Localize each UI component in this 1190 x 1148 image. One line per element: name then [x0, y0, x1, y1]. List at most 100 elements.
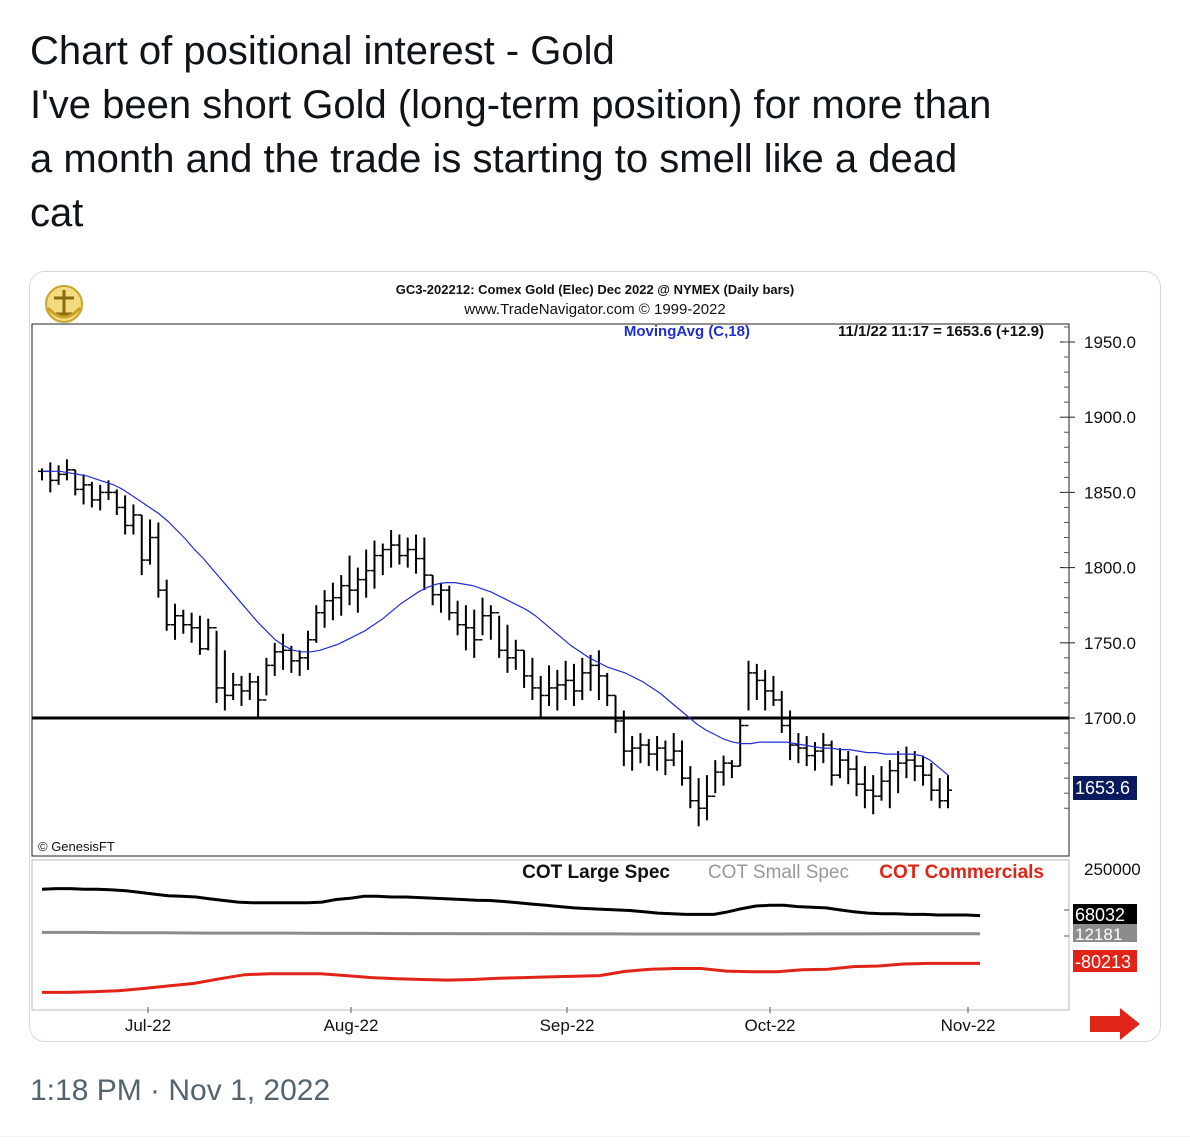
- price-bar: [129, 504, 138, 535]
- price-bar: [62, 459, 71, 481]
- price-bar: [137, 514, 146, 576]
- price-bar: [885, 760, 894, 809]
- price-bar: [436, 582, 445, 613]
- price-bar: [678, 740, 687, 786]
- price-bar: [702, 775, 711, 821]
- chart-header-copyright: www.TradeNavigator.com © 1999-2022: [463, 301, 725, 318]
- price-bar: [520, 649, 529, 688]
- cot-small-tag-label: 12181: [1075, 925, 1122, 944]
- price-bar: [328, 582, 337, 621]
- price-bar: [87, 481, 96, 508]
- price-bar: [944, 775, 952, 809]
- price-bar: [187, 612, 196, 643]
- moving-average-label: MovingAvg (C,18): [624, 323, 750, 340]
- cot-large-spec-line: [41, 887, 981, 918]
- price-bar: [503, 624, 512, 673]
- cot-large-tag: 68032: [1073, 904, 1137, 925]
- price-bar: [644, 739, 653, 767]
- price-bar: [395, 534, 404, 565]
- price-bar: [802, 736, 811, 767]
- price-bar: [79, 474, 88, 505]
- x-tick-label-4: Nov-22: [941, 1016, 996, 1035]
- price-bar: [661, 740, 670, 776]
- price-bar: [935, 778, 944, 809]
- price-bar: [852, 755, 861, 797]
- price-bar: [769, 675, 778, 706]
- price-axis: 1950.0 1900.0 1850.0 1800.0 1750.0 1700.0: [1060, 324, 1136, 937]
- price-bar: [777, 690, 786, 734]
- cot-small-tag: 12181: [1073, 924, 1137, 944]
- scroll-right-arrow-icon[interactable]: [1090, 1008, 1140, 1040]
- price-bar: [254, 675, 263, 718]
- x-tick-label-1: Aug-22: [324, 1016, 379, 1035]
- price-bar: [220, 650, 229, 711]
- price-bar: [146, 519, 155, 565]
- price-bar: [303, 630, 312, 670]
- price-bar: [470, 609, 479, 658]
- price-bar: [794, 733, 803, 764]
- price-bar: [461, 605, 470, 651]
- moving-average-line: [42, 470, 949, 776]
- cot-commercials-tag-label: -80213: [1075, 952, 1131, 972]
- price-bar: [295, 650, 304, 676]
- price-bar: [486, 605, 495, 640]
- tweet-text: Chart of positional interest - Gold I've…: [30, 24, 1170, 240]
- price-bar: [877, 766, 886, 801]
- chart-header-title: GC3-202212: Comex Gold (Elec) Dec 2022 @…: [396, 282, 795, 297]
- y-tick-label-1: 1900.0: [1084, 408, 1136, 427]
- price-bar: [121, 495, 130, 535]
- last-price-tag: 1653.6: [1073, 776, 1137, 800]
- price-bars: [38, 459, 952, 827]
- price-bar: [428, 574, 437, 606]
- tweet-text-line-2: I've been short Gold (long-term position…: [30, 83, 992, 127]
- cot-axis-label: 250000: [1084, 860, 1141, 879]
- tradenavigator-logo-icon: [45, 285, 83, 323]
- price-bar: [844, 751, 853, 785]
- cot-large-spec-label: COT Large Spec: [522, 862, 670, 883]
- price-bar: [54, 465, 63, 485]
- price-bar: [686, 766, 695, 809]
- price-bar: [312, 605, 321, 643]
- price-bar: [420, 537, 429, 591]
- price-bar: [204, 618, 213, 651]
- price-bar: [545, 665, 554, 706]
- price-bar: [195, 615, 204, 655]
- tweet-text-line-3: a month and the trade is starting to sme…: [30, 137, 958, 181]
- price-bar: [869, 775, 878, 815]
- chart-svg: GC3-202212: Comex Gold (Elec) Dec 2022 @…: [30, 272, 1160, 1041]
- price-bar: [287, 645, 296, 673]
- price-bar: [345, 555, 354, 606]
- price-bar: [478, 597, 487, 641]
- x-tick-label-0: Jul-22: [125, 1016, 171, 1035]
- price-bar: [387, 530, 396, 568]
- x-tick-label-3: Oct-22: [744, 1016, 795, 1035]
- price-bar: [669, 733, 678, 767]
- price-bar: [320, 590, 329, 628]
- cot-small-spec-line: [42, 930, 980, 936]
- y-tick-label-4: 1750.0: [1084, 634, 1136, 653]
- price-bar: [154, 522, 163, 598]
- cot-small-spec-label: COT Small Spec: [708, 862, 849, 883]
- price-bar: [569, 663, 578, 706]
- price-bar: [860, 766, 869, 809]
- price-bar: [337, 575, 346, 616]
- cot-commercials-tag: -80213: [1073, 950, 1137, 972]
- tweet-media-chart-image[interactable]: GC3-202212: Comex Gold (Elec) Dec 2022 @…: [29, 271, 1161, 1042]
- price-bar: [619, 710, 628, 767]
- price-bar: [719, 755, 728, 786]
- moving-average-info: 11/1/22 11:17 = 1653.6 (+12.9): [838, 323, 1044, 340]
- cot-large-tag-label: 68032: [1075, 905, 1125, 925]
- price-bar: [910, 751, 919, 782]
- tweet-timestamp[interactable]: 1:18 PM · Nov 1, 2022: [30, 1074, 331, 1107]
- price-bar: [378, 543, 387, 576]
- price-bar: [179, 609, 188, 634]
- price-bar: [636, 733, 645, 764]
- price-bar: [603, 672, 612, 706]
- price-bar: [212, 627, 221, 703]
- price-bar: [370, 540, 379, 589]
- price-bar: [835, 748, 844, 779]
- y-tick-label-3: 1800.0: [1084, 559, 1136, 578]
- price-bar: [578, 657, 587, 700]
- price-bar: [894, 751, 903, 794]
- tweet-text-line-4: cat: [30, 191, 84, 235]
